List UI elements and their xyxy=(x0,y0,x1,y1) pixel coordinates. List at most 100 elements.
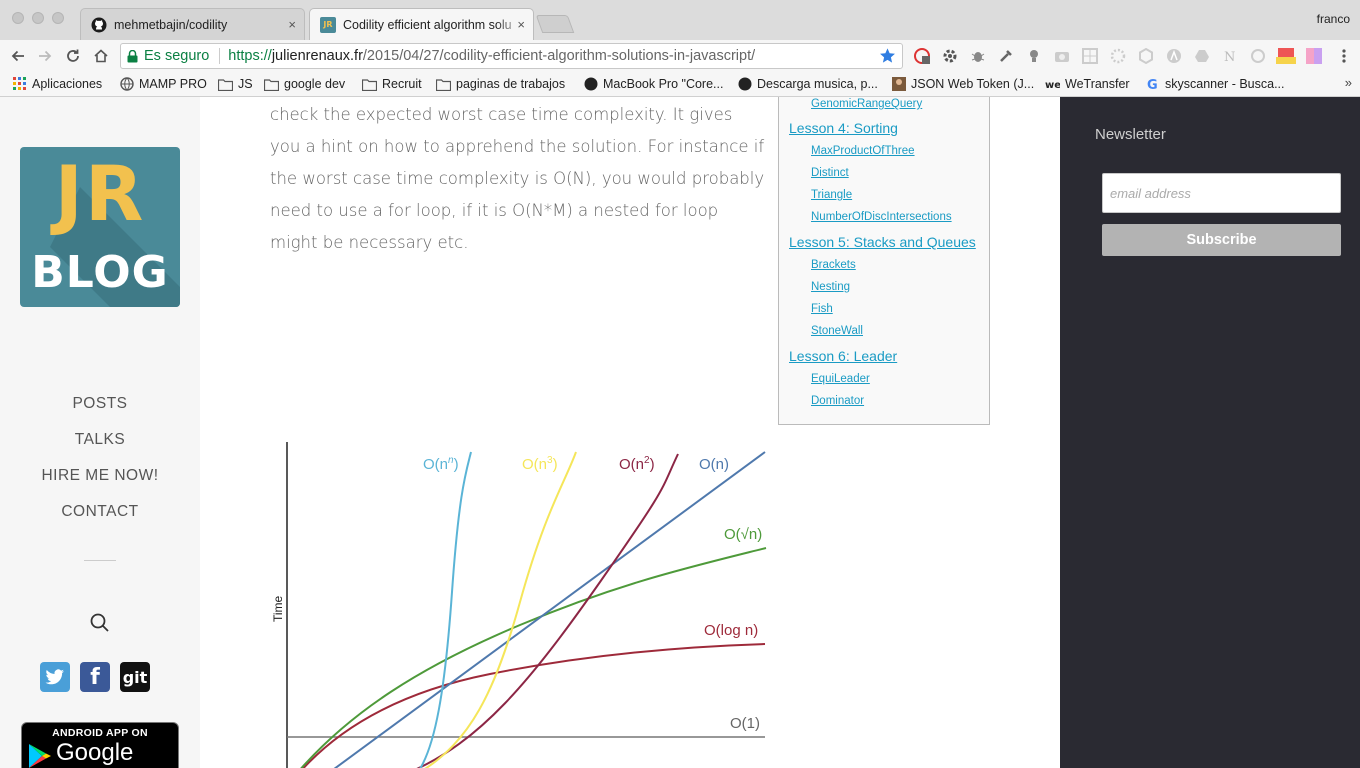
site-icon xyxy=(583,77,598,91)
nav-contact[interactable]: CONTACT xyxy=(61,503,139,520)
menu-kebab-icon[interactable] xyxy=(1336,48,1352,64)
toc-exercise-link[interactable]: Distinct xyxy=(811,167,849,179)
svg-text:JR: JR xyxy=(322,20,332,29)
curve-ologn xyxy=(302,643,766,768)
new-extension-icon[interactable] xyxy=(1276,48,1296,64)
back-icon[interactable] xyxy=(7,45,29,67)
tab-codility-article[interactable]: JR Codility efficient algorithm solu × xyxy=(309,8,534,40)
circle-extension-icon[interactable] xyxy=(1250,48,1266,64)
tab-close-icon[interactable]: × xyxy=(288,17,296,32)
curve-osqrtn xyxy=(300,547,767,768)
git-icon[interactable]: git xyxy=(120,662,150,692)
sidebar-divider xyxy=(84,560,116,561)
newsletter-title: Newsletter xyxy=(1095,126,1166,143)
nav-posts[interactable]: POSTS xyxy=(72,395,128,412)
subscribe-button[interactable]: Subscribe xyxy=(1102,224,1341,256)
bookmarks-overflow-icon[interactable]: » xyxy=(1344,75,1352,90)
secure-label: Es seguro xyxy=(144,48,210,64)
tab-title: Codility efficient algorithm solu xyxy=(343,17,512,32)
bookmark-item[interactable]: Descarga musica, p... xyxy=(737,75,878,93)
reload-icon[interactable] xyxy=(62,45,84,67)
bookmark-label: Descarga musica, p... xyxy=(757,77,878,91)
window-minimize-dot[interactable] xyxy=(32,12,44,24)
bookmark-item[interactable]: JSON Web Token (J... xyxy=(891,75,1034,93)
curve-on2 xyxy=(416,453,679,768)
toc-exercise-link[interactable]: Triangle xyxy=(811,189,853,201)
curve-on3 xyxy=(424,451,577,768)
color-extension-icon[interactable] xyxy=(1306,48,1322,64)
toc-lesson-link[interactable]: Lesson 4: Sorting xyxy=(789,120,898,136)
camera-icon[interactable] xyxy=(1054,48,1070,64)
blog-logo[interactable]: JR BLOG xyxy=(20,147,180,307)
toc-exercise-link[interactable]: StoneWall xyxy=(811,325,863,337)
bookmark-item[interactable]: paginas de trabajos xyxy=(436,75,565,93)
extension-badge-icon[interactable] xyxy=(914,48,930,64)
github-icon xyxy=(91,17,107,33)
grid-extension-icon[interactable] xyxy=(1082,48,1098,64)
address-bar[interactable]: Es seguro https://julienrenaux.fr/2015/0… xyxy=(120,43,903,69)
bug-icon[interactable] xyxy=(970,48,986,64)
tab-strip: mehmetbajin/codility × JR Codility effic… xyxy=(0,0,1360,40)
search-icon[interactable] xyxy=(89,612,111,639)
bookmark-star-icon[interactable] xyxy=(879,47,896,68)
left-sidebar: JR BLOG POSTS TALKS HIRE ME NOW! CONTACT… xyxy=(0,97,200,768)
bookmark-item[interactable]: google dev xyxy=(264,75,345,93)
toc-exercise-link[interactable]: Brackets xyxy=(811,259,856,271)
bookmark-item[interactable]: Aplicaciones xyxy=(12,75,102,93)
twitter-icon[interactable] xyxy=(40,662,70,692)
url-text[interactable]: https://julienrenaux.fr/2015/04/27/codil… xyxy=(228,48,755,64)
tab-close-icon[interactable]: × xyxy=(517,17,525,32)
bookmark-item[interactable]: MacBook Pro "Core... xyxy=(583,75,723,93)
window-close-dot[interactable] xyxy=(12,12,24,24)
complexity-chart-image: Time O(1) O(log n) O(√n) O(n) O(n2) O(n3… xyxy=(270,442,770,768)
toc-exercise-link[interactable]: Fish xyxy=(811,303,833,315)
bookmark-label: MacBook Pro "Core... xyxy=(603,77,724,91)
bookmark-item[interactable]: MAMP PRO xyxy=(119,75,207,93)
email-field[interactable] xyxy=(1102,173,1341,213)
label-on2: O(n2) xyxy=(619,455,655,473)
security-indicator[interactable]: Es seguro xyxy=(127,48,209,64)
new-tab-button[interactable] xyxy=(535,15,575,33)
toc-exercise-link[interactable]: NumberOfDiscIntersections xyxy=(811,211,952,223)
cog-extension-icon[interactable] xyxy=(1110,48,1126,64)
curve-on xyxy=(333,451,766,768)
toc-exercise-link[interactable]: EquiLeader xyxy=(811,373,870,385)
eyedropper-icon[interactable] xyxy=(998,48,1014,64)
profile-name[interactable]: franco xyxy=(1316,12,1350,26)
bookmark-item[interactable]: we WeTransfer xyxy=(1045,75,1130,93)
cube-icon[interactable] xyxy=(1138,47,1154,65)
folder-icon xyxy=(264,77,279,91)
bookmark-label: Recruit xyxy=(382,77,422,91)
n-extension-icon[interactable]: N xyxy=(1222,48,1238,65)
toc-exercise-link[interactable]: MaxProductOfThree xyxy=(811,145,915,157)
tab-github[interactable]: mehmetbajin/codility × xyxy=(80,8,305,40)
label-on: O(n) xyxy=(699,456,729,473)
avatar-icon xyxy=(891,77,906,91)
lightbulb-icon[interactable] xyxy=(1026,48,1042,64)
home-icon[interactable] xyxy=(90,45,112,67)
omnibox-separator xyxy=(219,48,221,64)
forward-icon[interactable] xyxy=(34,45,56,67)
toc-lesson-link[interactable]: Lesson 5: Stacks and Queues xyxy=(789,234,976,250)
google-play-badge[interactable]: ANDROID APP ON Google play xyxy=(21,722,179,768)
toc-exercise-link[interactable]: GenomicRangeQuery xyxy=(811,98,923,110)
right-sidebar: Newsletter Subscribe xyxy=(1060,97,1360,768)
bookmark-label: JSON Web Token (J... xyxy=(911,77,1035,91)
nav-talks[interactable]: TALKS xyxy=(74,431,126,448)
nav-hire-me[interactable]: HIRE ME NOW! xyxy=(41,467,159,484)
svg-text:N: N xyxy=(1224,50,1235,64)
gear-icon[interactable] xyxy=(942,48,958,64)
toc-lesson-link[interactable]: Lesson 6: Leader xyxy=(789,348,898,364)
toc-exercise-link[interactable]: Nesting xyxy=(811,281,850,293)
bookmark-item[interactable]: Recruit xyxy=(362,75,422,93)
angular-icon[interactable] xyxy=(1166,48,1182,64)
facebook-icon[interactable]: f xyxy=(80,662,110,692)
wetransfer-icon: we xyxy=(1045,77,1060,91)
bookmark-label: skyscanner - Busca... xyxy=(1165,77,1285,91)
window-zoom-dot[interactable] xyxy=(52,12,64,24)
toc-exercise-link[interactable]: Dominator xyxy=(811,395,865,407)
bookmark-item[interactable]: JS xyxy=(218,75,253,93)
drive-icon[interactable] xyxy=(1194,48,1210,64)
label-osqrtn: O(√n) xyxy=(724,526,762,543)
